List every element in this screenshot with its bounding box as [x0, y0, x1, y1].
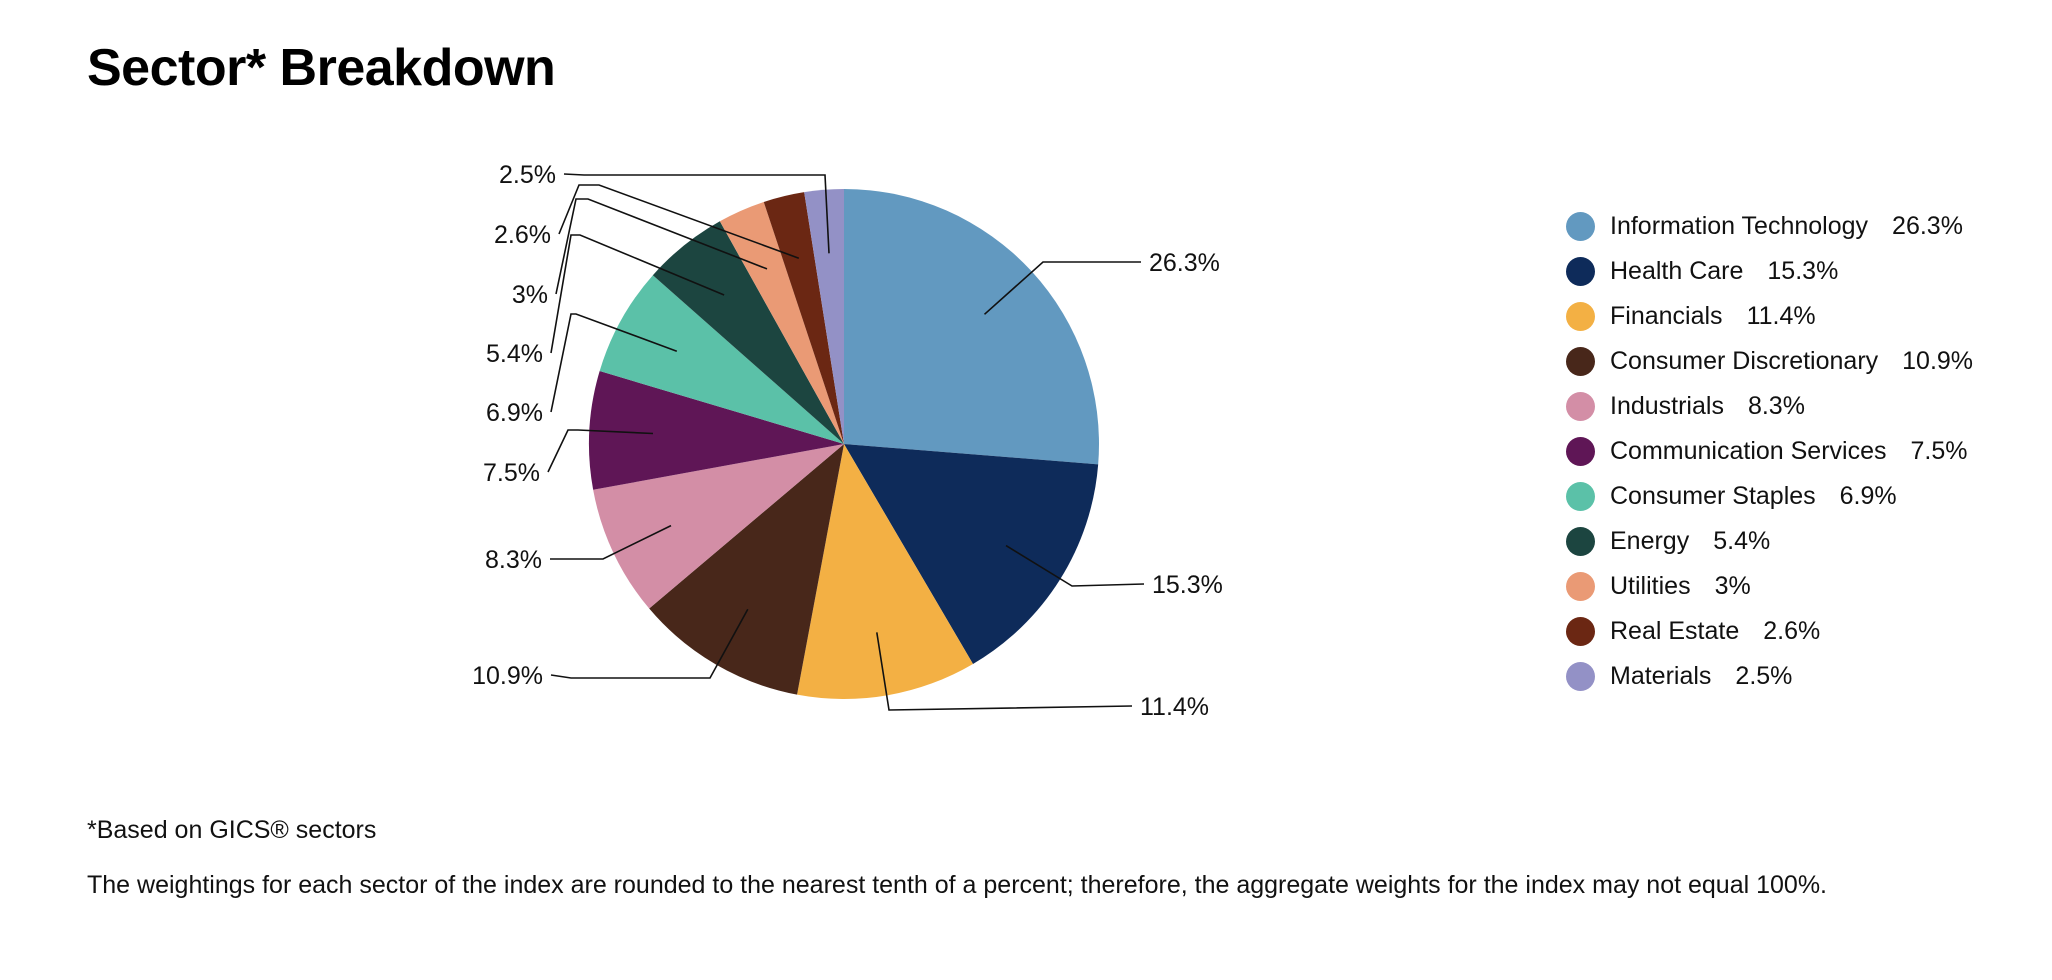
pie-slice-communication-services — [588, 371, 844, 490]
slice-label-consumer-staples: 6.9% — [486, 399, 543, 427]
legend-item-communication-services: Communication Services 7.5% — [1566, 429, 1973, 474]
slice-label-consumer-discretionary: 10.9% — [472, 662, 543, 690]
legend-label: Communication Services — [1610, 437, 1887, 465]
pie-slice-energy — [652, 221, 844, 444]
pie-slice-information-technology — [844, 189, 1099, 465]
legend-swatch — [1566, 392, 1595, 421]
slice-label-utilities: 3% — [512, 281, 548, 309]
slice-label-communication-services: 7.5% — [483, 459, 540, 487]
leader-line-communication-services — [547, 429, 654, 473]
legend-label: Information Technology — [1610, 212, 1869, 240]
legend-item-real-estate: Real Estate 2.6% — [1566, 609, 1973, 654]
legend-swatch — [1566, 302, 1595, 331]
legend-label: Materials — [1610, 662, 1712, 690]
leader-line-information-technology — [983, 261, 1141, 315]
chart-legend: Information Technology 26.3% Health Care 15… — [1566, 204, 1973, 699]
legend-value: 2.6% — [1763, 617, 1821, 645]
legend-value: 11.4% — [1746, 302, 1816, 330]
pie-slice-health-care — [844, 444, 1099, 664]
legend-item-consumer-discretionary: Consumer Discretionary 10.9% — [1566, 339, 1973, 384]
legend-item-materials: Materials 2.5% — [1566, 654, 1973, 699]
legend-item-industrials: Industrials 8.3% — [1566, 384, 1973, 429]
pie-slice-financials — [797, 444, 973, 699]
legend-value: 10.9% — [1902, 347, 1974, 375]
legend-value: 3% — [1714, 572, 1751, 600]
leader-line-industrials — [550, 524, 672, 560]
legend-value: 2.5% — [1735, 662, 1793, 690]
legend-swatch — [1566, 617, 1595, 646]
slice-label-information-technology: 26.3% — [1149, 249, 1220, 277]
legend-label: Health Care — [1610, 257, 1744, 285]
pie-slice-consumer-staples — [599, 275, 844, 444]
slice-label-industrials: 8.3% — [485, 546, 542, 574]
legend-item-consumer-staples: Consumer Staples 6.9% — [1566, 474, 1973, 519]
legend-item-health-care: Health Care 15.3% — [1566, 249, 1973, 294]
legend-value: 7.5% — [1910, 437, 1968, 465]
gics-footnote: *Based on GICS® sectors — [87, 816, 377, 844]
leader-line-financials — [876, 632, 1133, 711]
pie-slice-real-estate — [763, 192, 844, 444]
leader-line-consumer-staples — [550, 313, 678, 413]
leader-line-consumer-discretionary — [550, 608, 749, 679]
legend-value: 26.3% — [1892, 212, 1963, 240]
legend-swatch — [1566, 212, 1595, 241]
legend-swatch — [1566, 347, 1595, 376]
legend-item-information-technology: Information Technology 26.3% — [1566, 204, 1973, 249]
legend-swatch — [1566, 572, 1595, 601]
leader-line-health-care — [1005, 544, 1145, 587]
legend-swatch — [1566, 482, 1595, 511]
legend-value: 15.3% — [1767, 257, 1839, 285]
leader-line-materials — [563, 173, 830, 254]
slice-label-real-estate: 2.6% — [494, 221, 551, 249]
legend-value: 8.3% — [1747, 392, 1805, 420]
rounding-disclaimer: The weightings for each sector of the in… — [87, 871, 1827, 899]
legend-label: Consumer Discretionary — [1610, 347, 1879, 375]
leader-line-real-estate — [558, 184, 800, 259]
page-title: Sector* Breakdown — [87, 39, 556, 97]
legend-value: 6.9% — [1839, 482, 1897, 510]
legend-label: Utilities — [1610, 572, 1691, 600]
pie-slice-consumer-discretionary — [649, 444, 844, 695]
legend-swatch — [1566, 527, 1595, 556]
legend-label: Financials — [1610, 302, 1723, 330]
legend-swatch — [1566, 257, 1595, 286]
legend-item-utilities: Utilities 3% — [1566, 564, 1973, 609]
legend-item-financials: Financials 11.4% — [1566, 294, 1973, 339]
pie-slice-materials — [804, 189, 844, 444]
legend-item-energy: Energy 5.4% — [1566, 519, 1973, 564]
legend-swatch — [1566, 662, 1595, 691]
leader-line-utilities — [555, 198, 768, 295]
slice-label-financials: 11.4% — [1140, 693, 1209, 721]
legend-label: Consumer Staples — [1610, 482, 1816, 510]
leader-line-energy — [550, 234, 725, 354]
pie-slice-industrials — [593, 444, 844, 609]
slice-label-health-care: 15.3% — [1152, 571, 1223, 599]
legend-label: Energy — [1610, 527, 1690, 555]
slice-label-materials: 2.5% — [499, 161, 556, 189]
slice-label-energy: 5.4% — [486, 340, 543, 368]
legend-swatch — [1566, 437, 1595, 466]
legend-value: 5.4% — [1713, 527, 1771, 555]
legend-label: Real Estate — [1610, 617, 1740, 645]
legend-label: Industrials — [1610, 392, 1724, 420]
